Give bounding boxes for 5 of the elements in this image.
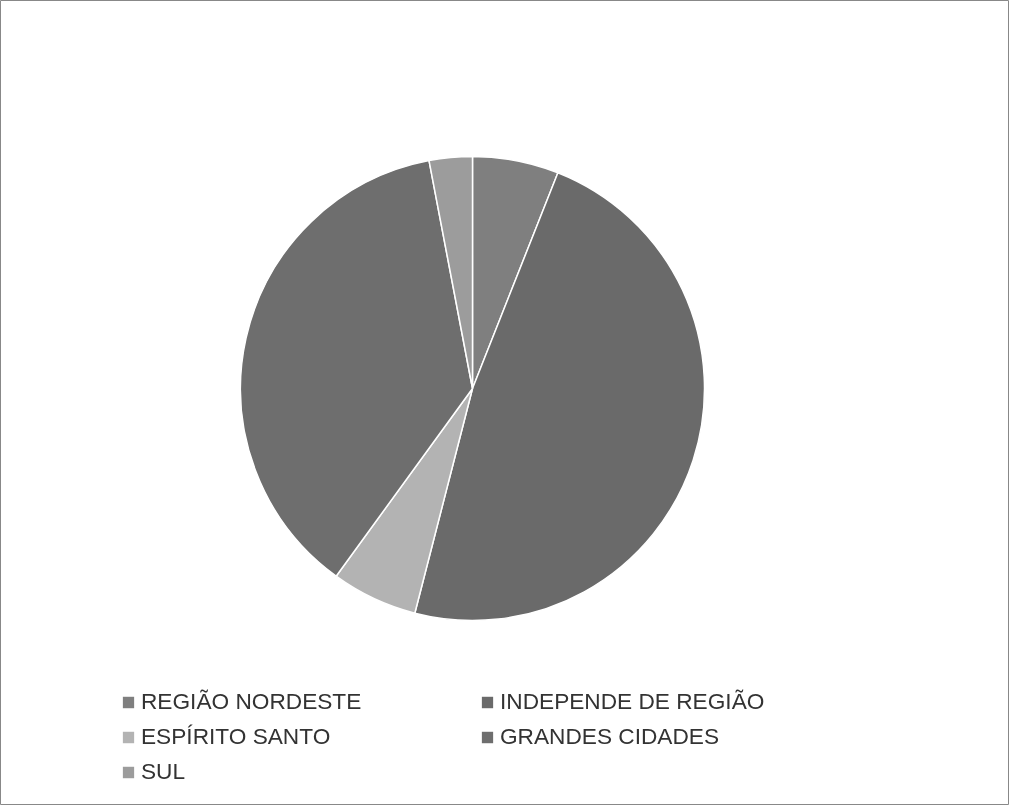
legend-label: REGIÃO NORDESTE <box>141 688 363 715</box>
legend-label: ESPÍRITO SANTO <box>141 723 332 750</box>
legend-label: GRANDES CIDADES <box>500 723 721 750</box>
legend-label: SUL <box>141 758 187 785</box>
legend-label: INDEPENDE DE REGIÃO <box>500 688 766 715</box>
